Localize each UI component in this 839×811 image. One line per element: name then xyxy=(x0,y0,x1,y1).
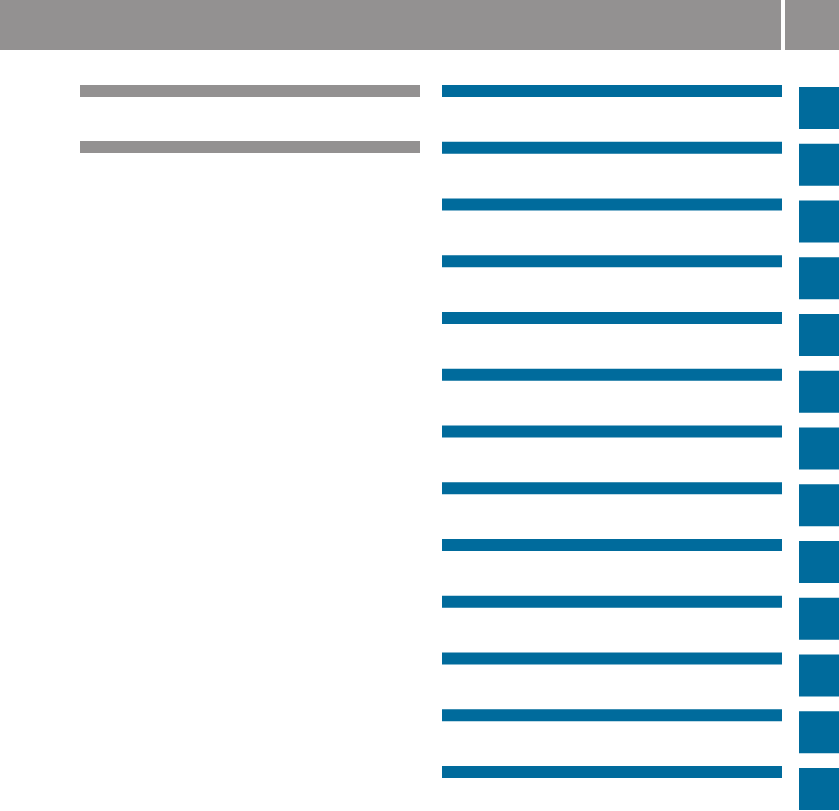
chapter-tab xyxy=(799,257,839,300)
chapter-tab xyxy=(799,143,839,186)
chapter-rule xyxy=(442,766,782,778)
chapter-rule xyxy=(442,425,782,438)
chapter-tab xyxy=(799,484,839,527)
chapter-rule xyxy=(442,368,782,381)
section-rule xyxy=(80,141,420,153)
chapter-rule xyxy=(442,539,782,551)
chapter-tab xyxy=(799,87,839,129)
chapter-rule xyxy=(442,652,782,665)
header-bar xyxy=(0,0,781,50)
chapter-rule xyxy=(442,141,782,154)
chapter-tab xyxy=(799,427,839,470)
chapter-tab xyxy=(799,314,839,356)
chapter-tab xyxy=(799,654,839,697)
section-rule xyxy=(80,85,420,97)
chapter-rule xyxy=(442,85,782,97)
header-corner xyxy=(785,0,839,50)
chapter-rule xyxy=(442,312,782,324)
chapter-tab xyxy=(799,768,839,810)
chapter-rule xyxy=(442,255,782,268)
chapter-rule xyxy=(442,482,782,495)
chapter-tab xyxy=(799,541,839,583)
chapter-rule xyxy=(442,709,782,722)
chapter-rule xyxy=(442,198,782,211)
chapter-tab xyxy=(799,370,839,413)
chapter-tab xyxy=(799,711,839,754)
chapter-tab xyxy=(799,200,839,243)
chapter-rule xyxy=(442,595,782,608)
chapter-tab xyxy=(799,597,839,640)
